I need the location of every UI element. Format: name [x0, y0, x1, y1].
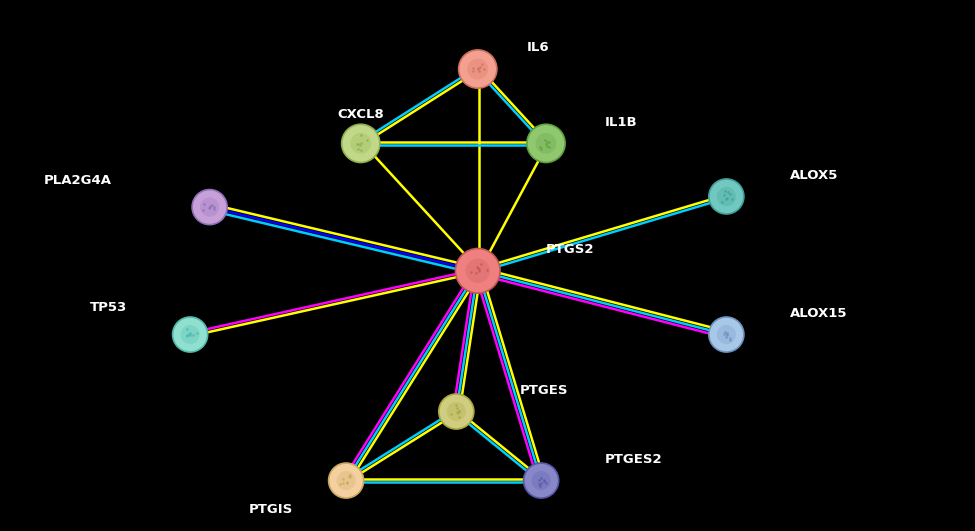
Text: CXCL8: CXCL8 [337, 108, 384, 121]
Circle shape [336, 471, 356, 490]
Circle shape [341, 124, 380, 162]
Circle shape [350, 133, 371, 154]
Text: PTGES2: PTGES2 [604, 453, 662, 466]
Circle shape [439, 394, 474, 429]
Circle shape [709, 179, 744, 214]
Circle shape [709, 317, 744, 352]
Circle shape [717, 325, 736, 344]
Text: TP53: TP53 [90, 302, 127, 314]
Circle shape [717, 187, 736, 206]
Circle shape [192, 190, 227, 225]
Text: PTGES: PTGES [520, 384, 568, 397]
Text: ALOX15: ALOX15 [790, 307, 847, 320]
Circle shape [458, 50, 497, 88]
Circle shape [524, 463, 559, 498]
Circle shape [531, 471, 551, 490]
Circle shape [465, 259, 490, 283]
Circle shape [173, 317, 208, 352]
Circle shape [467, 58, 488, 80]
Text: ALOX5: ALOX5 [790, 169, 838, 182]
Circle shape [526, 124, 565, 162]
Circle shape [455, 249, 500, 293]
Text: IL6: IL6 [526, 41, 549, 54]
Text: IL1B: IL1B [604, 116, 637, 129]
Text: PTGS2: PTGS2 [546, 243, 595, 256]
Circle shape [447, 402, 466, 421]
Circle shape [329, 463, 364, 498]
Text: PTGIS: PTGIS [249, 503, 292, 516]
Circle shape [200, 198, 219, 217]
Text: PLA2G4A: PLA2G4A [44, 174, 112, 187]
Circle shape [535, 133, 557, 154]
Circle shape [180, 325, 200, 344]
